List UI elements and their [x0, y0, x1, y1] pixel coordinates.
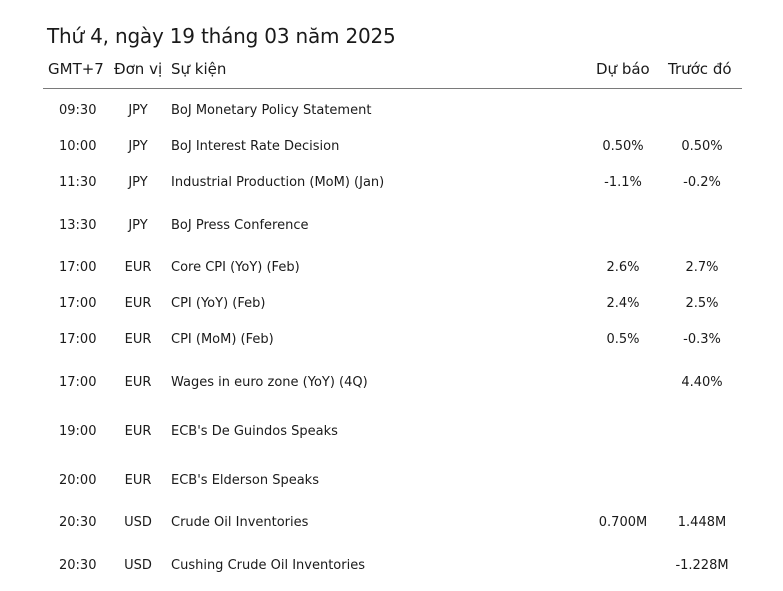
previous-cell: 1.448M: [677, 515, 727, 530]
time-cell: 13:30: [59, 218, 97, 233]
table-row: 20:30 USD Crude Oil Inventories 0.700M 1…: [0, 515, 783, 535]
table-row: 17:00 EUR Wages in euro zone (YoY) (4Q) …: [0, 375, 783, 395]
event-cell: Crude Oil Inventories: [171, 515, 309, 530]
table-header: GMT+7 Đơn vị Sự kiện Dự báo Trước đó: [0, 60, 783, 82]
currency-cell: USD: [124, 558, 152, 573]
event-cell: Cushing Crude Oil Inventories: [171, 558, 365, 573]
forecast-cell: 2.4%: [606, 296, 640, 311]
previous-cell: 0.50%: [681, 139, 723, 154]
header-time: GMT+7: [48, 60, 104, 78]
forecast-cell: 0.50%: [602, 139, 644, 154]
table-row: 11:30 JPY Industrial Production (MoM) (J…: [0, 175, 783, 195]
previous-cell: 4.40%: [681, 375, 723, 390]
currency-cell: EUR: [124, 375, 152, 390]
header-previous: Trước đó: [668, 60, 732, 78]
previous-cell: -1.228M: [675, 558, 729, 573]
table-row: 13:30 JPY BoJ Press Conference: [0, 218, 783, 238]
header-currency: Đơn vị: [114, 60, 163, 78]
currency-cell: USD: [124, 515, 152, 530]
currency-cell: JPY: [128, 218, 148, 233]
time-cell: 10:00: [59, 139, 97, 154]
event-cell: Industrial Production (MoM) (Jan): [171, 175, 385, 190]
currency-cell: EUR: [124, 296, 152, 311]
time-cell: 20:30: [59, 515, 97, 530]
table-row: 17:00 EUR CPI (YoY) (Feb) 2.4% 2.5%: [0, 296, 783, 316]
currency-cell: EUR: [124, 260, 152, 275]
event-cell: Wages in euro zone (YoY) (4Q): [171, 375, 368, 390]
time-cell: 11:30: [59, 175, 97, 190]
currency-cell: JPY: [128, 175, 148, 190]
forecast-cell: -1.1%: [604, 175, 642, 190]
table-row: 10:00 JPY BoJ Interest Rate Decision 0.5…: [0, 139, 783, 159]
time-cell: 17:00: [59, 296, 97, 311]
forecast-cell: 0.700M: [598, 515, 648, 530]
event-cell: ECB's De Guindos Speaks: [171, 424, 338, 439]
event-cell: CPI (MoM) (Feb): [171, 332, 274, 347]
time-cell: 19:00: [59, 424, 97, 439]
previous-cell: 2.5%: [685, 296, 719, 311]
time-cell: 17:00: [59, 332, 97, 347]
event-cell: ECB's Elderson Speaks: [171, 473, 319, 488]
header-forecast: Dự báo: [596, 60, 650, 78]
header-divider: [43, 88, 742, 89]
previous-cell: -0.3%: [683, 332, 721, 347]
currency-cell: JPY: [128, 139, 148, 154]
currency-cell: JPY: [128, 103, 148, 118]
event-cell: BoJ Interest Rate Decision: [171, 139, 340, 154]
event-cell: BoJ Monetary Policy Statement: [171, 103, 372, 118]
table-row: 20:00 EUR ECB's Elderson Speaks: [0, 473, 783, 493]
time-cell: 09:30: [59, 103, 97, 118]
forecast-cell: 0.5%: [606, 332, 640, 347]
table-row: 20:30 USD Cushing Crude Oil Inventories …: [0, 558, 783, 578]
time-cell: 20:00: [59, 473, 97, 488]
time-cell: 20:30: [59, 558, 97, 573]
table-row: 19:00 EUR ECB's De Guindos Speaks: [0, 424, 783, 444]
time-cell: 17:00: [59, 260, 97, 275]
currency-cell: EUR: [124, 473, 152, 488]
table-row: 17:00 EUR CPI (MoM) (Feb) 0.5% -0.3%: [0, 332, 783, 352]
table-row: 09:30 JPY BoJ Monetary Policy Statement: [0, 103, 783, 123]
previous-cell: -0.2%: [683, 175, 721, 190]
time-cell: 17:00: [59, 375, 97, 390]
forecast-cell: 2.6%: [606, 260, 640, 275]
header-event: Sự kiện: [171, 60, 227, 78]
currency-cell: EUR: [124, 424, 152, 439]
currency-cell: EUR: [124, 332, 152, 347]
event-cell: BoJ Press Conference: [171, 218, 309, 233]
event-cell: CPI (YoY) (Feb): [171, 296, 266, 311]
page-title: Thứ 4, ngày 19 tháng 03 năm 2025: [47, 24, 396, 48]
previous-cell: 2.7%: [685, 260, 719, 275]
table-row: 17:00 EUR Core CPI (YoY) (Feb) 2.6% 2.7%: [0, 260, 783, 280]
event-cell: Core CPI (YoY) (Feb): [171, 260, 300, 275]
